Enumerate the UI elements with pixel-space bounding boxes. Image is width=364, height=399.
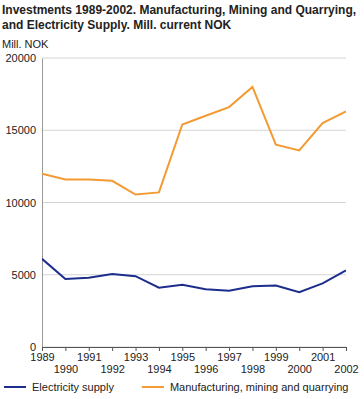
legend-swatch <box>142 386 164 388</box>
y-tick: 5000 <box>12 269 42 281</box>
x-tick: 1997 <box>217 347 241 363</box>
legend: Electricity supply Manufacturing, mining … <box>4 381 348 393</box>
x-tick-mark <box>346 347 347 351</box>
legend-label: Manufacturing, mining and quarrying <box>170 381 349 393</box>
x-tick: 1996 <box>194 347 218 375</box>
x-tick-label: 1989 <box>30 351 54 363</box>
x-tick: 1991 <box>77 347 101 363</box>
x-tick-label: 1994 <box>147 363 171 375</box>
x-tick-label: 1997 <box>217 351 241 363</box>
x-tick: 1999 <box>264 347 288 363</box>
x-tick: 1994 <box>147 347 171 375</box>
x-tick: 2000 <box>287 347 311 375</box>
x-tick-mark <box>65 347 66 351</box>
y-tick-label: 20000 <box>5 52 36 64</box>
grid-line <box>42 202 346 203</box>
x-tick-mark <box>299 347 300 351</box>
y-tick-label: 5000 <box>12 269 36 281</box>
grid-line <box>42 274 346 275</box>
x-tick-label: 2002 <box>334 363 358 375</box>
x-tick-label: 1996 <box>194 363 218 375</box>
x-tick-label: 2001 <box>311 351 335 363</box>
x-tick-label: 1995 <box>171 351 195 363</box>
x-tick-mark <box>159 347 160 351</box>
x-tick: 1989 <box>30 347 54 363</box>
x-tick-mark <box>206 347 207 351</box>
x-tick: 1995 <box>171 347 195 363</box>
x-tick-mark <box>112 347 113 351</box>
legend-swatch <box>4 386 26 388</box>
x-tick: 1993 <box>124 347 148 363</box>
x-tick-label: 2000 <box>287 363 311 375</box>
y-tick: 15000 <box>5 124 42 136</box>
chart: Investments 1989-2002. Manufacturing, Mi… <box>0 0 364 399</box>
grid-line <box>42 347 346 348</box>
x-tick-label: 1993 <box>124 351 148 363</box>
x-tick: 1998 <box>241 347 265 375</box>
y-axis-label: Mill. NOK <box>2 38 49 50</box>
legend-label: Electricity supply <box>32 381 114 393</box>
y-tick-label: 10000 <box>5 197 36 209</box>
x-tick-label: 1999 <box>264 351 288 363</box>
y-axis-line <box>42 59 43 348</box>
x-axis-line <box>43 347 347 348</box>
grid-line <box>42 130 346 131</box>
y-axis: 05000100001500020000 <box>5 52 42 353</box>
x-tick-label: 1998 <box>241 363 265 375</box>
legend-item: Electricity supply <box>4 381 114 393</box>
plot-area <box>42 87 346 292</box>
x-tick-label: 1991 <box>77 351 101 363</box>
x-tick: 1992 <box>100 347 124 375</box>
x-tick: 2001 <box>311 347 335 363</box>
grid-line <box>42 58 346 59</box>
title: Investments 1989-2002. Manufacturing, Mi… <box>2 3 356 32</box>
y-tick-label: 15000 <box>5 124 36 136</box>
series-line <box>42 87 346 195</box>
x-tick: 2002 <box>334 347 358 375</box>
grid <box>42 58 346 347</box>
x-tick-label: 1990 <box>54 363 78 375</box>
x-axis: 1989199019911992199319941995199619971998… <box>30 347 358 375</box>
y-tick: 20000 <box>5 52 42 64</box>
x-tick-label: 1992 <box>100 363 124 375</box>
x-tick: 1990 <box>54 347 78 375</box>
x-tick-mark <box>252 347 253 351</box>
series-line <box>42 259 346 292</box>
y-tick: 10000 <box>5 197 42 209</box>
legend-item: Manufacturing, mining and quarrying <box>142 381 349 393</box>
